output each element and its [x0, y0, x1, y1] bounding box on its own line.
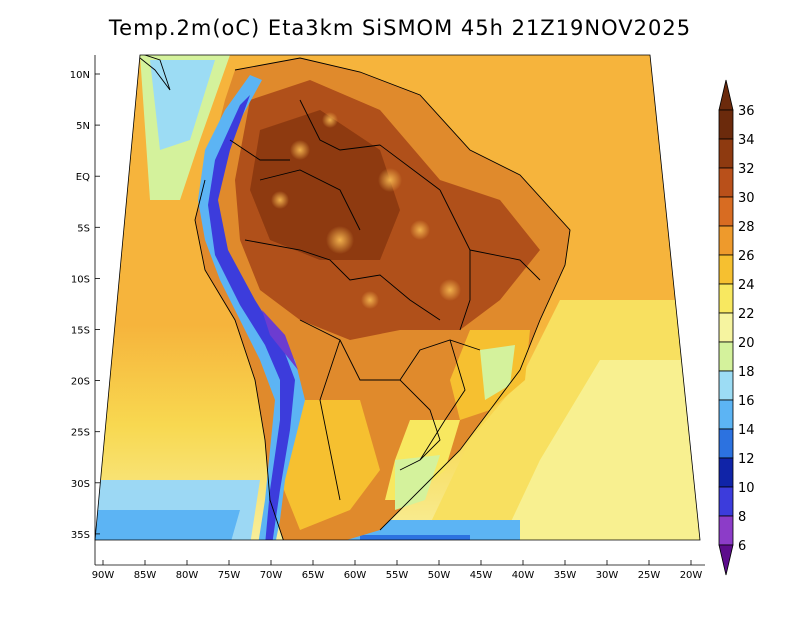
colorbar-swatch — [718, 486, 734, 517]
colorbar-bottom-arrow — [718, 544, 734, 576]
colorbar-label: 34 — [738, 133, 755, 148]
lon-label: 30W — [596, 570, 619, 581]
colorbar-swatch — [718, 341, 734, 372]
colorbar-swatch — [718, 196, 734, 227]
lon-label: 25W — [638, 570, 661, 581]
south-brazil-mild — [395, 455, 440, 510]
atlantic-cooler-zone — [500, 360, 700, 540]
domain-outline — [94, 54, 701, 541]
colorbar: 36 34 32 30 28 26 24 22 20 18 16 14 12 10 8 6 — [718, 79, 755, 576]
south-atlantic-colder — [360, 535, 470, 540]
latitude-axis: 10N 5N EQ 5S 10S 15S 20S 25S 30S 35S — [70, 55, 100, 565]
andes-high-cold — [208, 95, 295, 540]
lon-label: 85W — [134, 570, 157, 581]
argentina-warm — [280, 400, 380, 530]
colorbar-top-arrow — [718, 79, 734, 111]
lon-label: 45W — [470, 570, 493, 581]
colorbar-swatch — [718, 254, 734, 285]
map-title: Temp.2m(oC) Eta3km SiSMOM 45h 21Z19NOV20… — [108, 16, 692, 40]
lat-label: 5N — [76, 121, 90, 132]
colorbar-swatch — [718, 515, 734, 546]
southeast-mild — [480, 345, 515, 400]
lon-label: 90W — [92, 570, 115, 581]
lat-label: EQ — [76, 172, 90, 183]
colorbar-swatch — [718, 312, 734, 343]
colorbar-label: 30 — [738, 191, 755, 206]
colorbar-label: 22 — [738, 307, 755, 322]
lat-label: 15S — [71, 326, 90, 337]
colorbar-swatch — [718, 283, 734, 314]
colorbar-label: 20 — [738, 336, 755, 351]
colorbar-label: 6 — [738, 539, 746, 554]
colorbar-label: 32 — [738, 162, 755, 177]
colorbar-label: 18 — [738, 365, 755, 380]
colorbar-swatch — [718, 138, 734, 169]
lon-label: 50W — [428, 570, 451, 581]
colorbar-label: 10 — [738, 481, 755, 496]
colorbar-swatch — [718, 457, 734, 488]
lon-label: 40W — [512, 570, 535, 581]
lat-label: 10N — [70, 70, 90, 81]
lon-label: 20W — [680, 570, 703, 581]
colorbar-label: 26 — [738, 249, 755, 264]
lon-label: 65W — [302, 570, 325, 581]
lat-label: 35S — [71, 530, 90, 541]
colorbar-swatch — [718, 399, 734, 430]
colorbar-label: 24 — [738, 278, 755, 293]
pacific-north-cooler — [150, 60, 215, 150]
colorbar-swatch — [718, 109, 734, 140]
colorbar-swatch — [718, 370, 734, 401]
lon-label: 55W — [386, 570, 409, 581]
map-field — [95, 55, 700, 540]
colorbar-swatch — [718, 428, 734, 459]
lat-label: 30S — [71, 479, 90, 490]
lon-label: 75W — [218, 570, 241, 581]
colorbar-swatch — [718, 167, 734, 198]
lon-label: 80W — [176, 570, 199, 581]
lat-label: 20S — [71, 377, 90, 388]
colorbar-label: 14 — [738, 423, 755, 438]
colorbar-label: 12 — [738, 452, 755, 467]
colorbar-swatch — [718, 225, 734, 256]
lat-label: 25S — [71, 428, 90, 439]
lat-label: 5S — [77, 223, 90, 234]
south-pacific-colder — [95, 510, 240, 540]
lon-label: 70W — [260, 570, 283, 581]
lon-label: 35W — [554, 570, 577, 581]
colorbar-label: 16 — [738, 394, 755, 409]
colorbar-label: 8 — [738, 510, 746, 525]
country-borders — [194, 57, 571, 540]
colorbar-label: 28 — [738, 220, 755, 235]
colorbar-label: 36 — [738, 104, 755, 119]
altiplano-coldest — [262, 310, 298, 370]
lat-label: 10S — [71, 274, 90, 285]
lon-label: 60W — [344, 570, 367, 581]
longitude-axis: 90W 85W 80W 75W 70W 65W 60W 55W 50W 45W 40W 35W 30W 2… — [92, 560, 705, 581]
